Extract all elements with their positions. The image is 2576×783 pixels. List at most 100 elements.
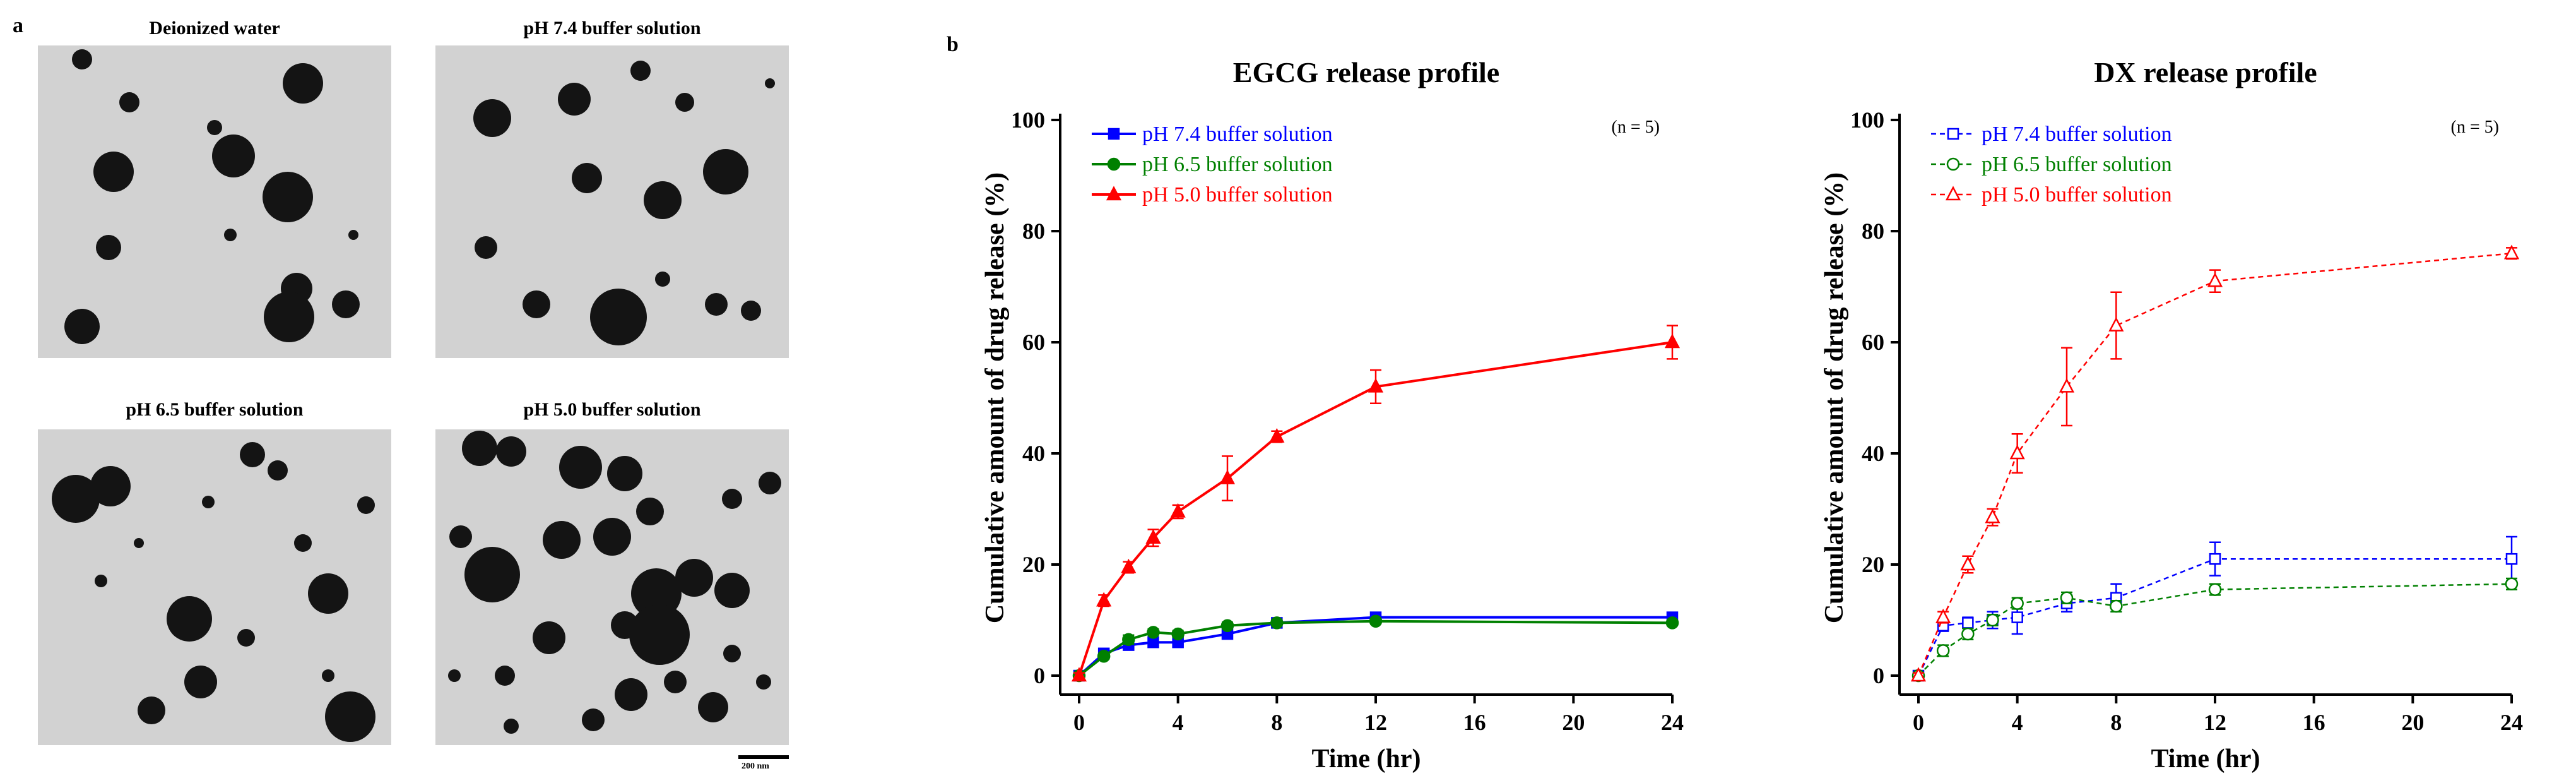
y-tick-label: 100 [1011,107,1045,133]
series-line [1918,583,2512,676]
tem-image-deionized-water [38,45,391,358]
y-tick-label: 80 [1862,218,1884,244]
data-point [1664,333,1681,349]
y-tick-label: 40 [1862,441,1884,466]
tem-title-ph65: pH 6.5 buffer solution [126,399,304,420]
data-point [2059,378,2075,393]
data-point [1986,613,1999,627]
data-point [1121,558,1137,573]
data-point [1368,378,1384,393]
data-point [1219,469,1236,484]
data-point [1936,644,1950,657]
legend-marker [1946,157,1960,171]
data-point [2505,577,2519,591]
data-point [2060,591,2074,605]
sample-size-annotation: (n = 5) [2451,117,2499,137]
tem-image-ph50 [435,429,789,745]
panel-letter-b: b [947,33,959,56]
data-point [1145,529,1161,544]
y-tick-label: 20 [1862,552,1884,577]
legend-label: pH 6.5 buffer solution [1982,153,2172,176]
data-point [2009,445,2025,460]
y-tick-label: 0 [1034,663,1045,688]
y-tick-label: 20 [1022,552,1045,577]
y-tick-label: 60 [1862,330,1884,355]
x-axis-label: Time (hr) [1311,744,1421,774]
x-tick-label: 16 [1463,710,1486,735]
tem-image-ph74 [435,45,789,358]
x-tick-label: 12 [1364,710,1387,735]
tem-image-ph65 [38,429,391,745]
scale-bar-line [738,755,789,759]
data-point [1122,633,1135,647]
scale-bar-label: 200 nm [741,762,769,771]
x-tick-label: 8 [1271,710,1282,735]
data-point [1071,667,1087,682]
y-tick-label: 80 [1022,218,1045,244]
legend-label: pH 6.5 buffer solution [1142,153,1333,176]
y-tick-label: 0 [1873,663,1884,688]
y-axis-label: Cumulative amount of drug release (%) [981,172,1010,623]
chart-egcg-release: EGCG release profile 0 20 40 60 80 100 0 4 8 12 16 2… [940,44,1723,777]
data-point [1220,619,1234,633]
data-point [1960,556,1976,571]
legend-label: pH 5.0 buffer solution [1142,183,1333,206]
series-line [1917,252,2512,676]
legend-marker [1945,186,1961,201]
series-1 [1911,577,2519,683]
data-point [1985,508,2000,523]
series-2 [1910,244,2520,682]
y-tick-label: 60 [1022,330,1045,355]
data-point [2108,316,2124,332]
data-point [1961,627,1975,641]
data-point [1147,626,1160,639]
legend-marker [1107,157,1121,171]
x-tick-label: 24 [1661,710,1684,735]
chart-dx-svg: DX release profile 0 20 40 60 80 100 0 4 8 12 16 20 2… [1820,56,2523,774]
y-tick-label: 100 [1850,107,1884,133]
data-point [2110,599,2123,613]
x-tick-label: 0 [1913,710,1924,735]
series-line [1917,558,2512,676]
series-1 [1072,614,1679,683]
legend-label: pH 7.4 buffer solution [1142,123,1333,146]
chart-title: DX release profile [2094,56,2317,88]
data-point [2503,244,2520,260]
data-point [1269,427,1285,443]
x-tick-label: 16 [2303,710,2325,735]
y-axis-label: Cumulative amount of drug release (%) [1820,172,1849,623]
data-point [1170,503,1186,518]
data-point [2011,597,2024,610]
data-point [2505,553,2518,565]
x-tick-label: 12 [2204,710,2226,735]
chart-egcg-svg: EGCG release profile 0 20 40 60 80 100 0 4 8 12 16 2… [981,56,1684,774]
chart-dx-release: DX release profile 0 20 40 60 80 100 0 4 8 12 16 20 2… [1780,44,2562,777]
x-tick-label: 8 [2110,710,2122,735]
data-point [2207,272,2223,287]
chart-title: EGCG release profile [1233,56,1499,88]
data-point [1096,592,1112,607]
x-tick-label: 0 [1073,710,1085,735]
series-0 [1912,535,2518,682]
data-point [1369,614,1383,628]
data-point [2208,583,2222,596]
x-axis-label: Time (hr) [2151,744,2260,774]
series-line [1078,619,1673,677]
data-point [1097,649,1111,663]
y-tick-label: 40 [1022,441,1045,466]
tem-title-ph50: pH 5.0 buffer solution [523,399,701,420]
data-point [1171,627,1185,641]
panel-letter-a: a [13,14,23,37]
data-point [1935,608,1951,623]
legend-marker [1947,128,1959,140]
x-tick-label: 24 [2500,710,2523,735]
series-2 [1071,325,1681,682]
legend-label: pH 7.4 buffer solution [1982,123,2172,146]
legend-marker [1106,186,1122,201]
legend-marker [1108,128,1120,140]
data-point [2209,553,2221,565]
x-tick-label: 20 [1562,710,1585,735]
tem-title-deionized-water: Deionized water [149,18,280,39]
data-point [1962,617,1974,629]
x-tick-label: 20 [2401,710,2424,735]
